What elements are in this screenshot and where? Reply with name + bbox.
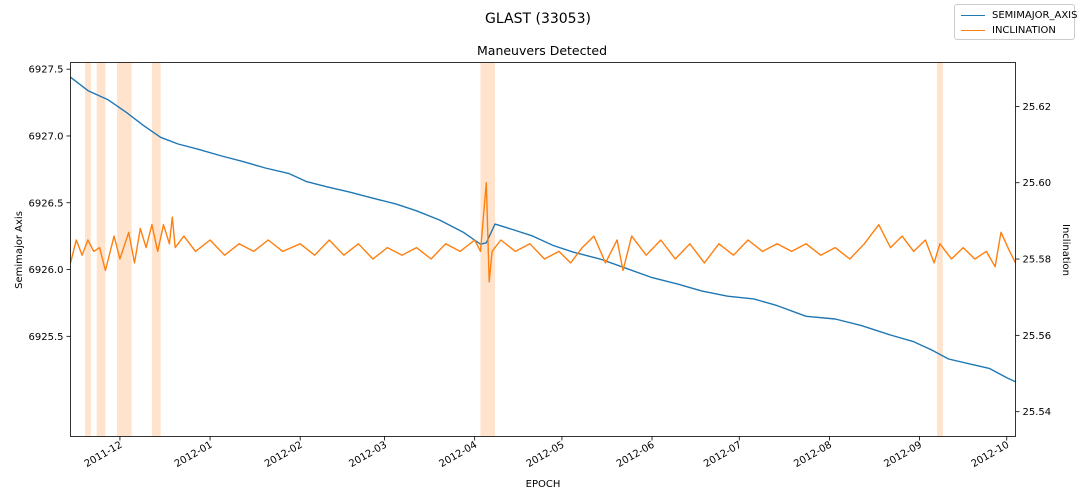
left-y-tick-label: 6927.5 bbox=[29, 65, 64, 76]
maneuver-window-4 bbox=[151, 62, 161, 437]
right-y-tick-label: 25.60 bbox=[1023, 178, 1052, 189]
x-tick-label: 2012-02 bbox=[263, 440, 305, 470]
x-tick-label: 2012-06 bbox=[615, 440, 657, 470]
maneuver-window-3 bbox=[117, 62, 132, 437]
maneuver-window-6 bbox=[936, 62, 943, 437]
series-line-inclination bbox=[69, 181, 1017, 283]
legend-swatch-inclination bbox=[961, 29, 985, 31]
x-tick-label: 2012-01 bbox=[173, 440, 215, 470]
legend-label-inclination: INCLINATION bbox=[992, 24, 1056, 36]
maneuver-window-2 bbox=[96, 62, 106, 437]
legend-entry-semimajor-axis: SEMIMAJOR_AXIS bbox=[961, 8, 1077, 22]
x-tick-label: 2012-10 bbox=[970, 440, 1012, 470]
x-tick-label: 2012-08 bbox=[792, 440, 834, 470]
x-axis-ticks: 2011-12 2012-01 2012-02 2012-03 2012-04 2012-… bbox=[83, 436, 1012, 470]
right-y-axis-ticks: 25.54 25.56 25.58 25.60 25.62 bbox=[1015, 102, 1052, 418]
legend-swatch-semimajor-axis bbox=[961, 14, 985, 16]
series-lines bbox=[69, 76, 1017, 383]
x-tick-label: 2011-12 bbox=[83, 440, 125, 470]
right-y-tick-label: 25.58 bbox=[1023, 255, 1052, 266]
left-y-axis-label: Semimajor Axis bbox=[14, 211, 25, 289]
x-tick-label: 2012-05 bbox=[525, 440, 567, 470]
right-y-axis-label: Inclination bbox=[1060, 224, 1071, 276]
left-y-tick-label: 6926.5 bbox=[29, 198, 64, 209]
maneuver-window-1 bbox=[85, 62, 91, 437]
chart-legend: SEMIMAJOR_AXIS INCLINATION bbox=[954, 4, 1077, 40]
left-y-tick-label: 6927.0 bbox=[29, 131, 64, 142]
left-y-tick-label: 6925.5 bbox=[29, 332, 64, 343]
maneuver-windows bbox=[85, 62, 943, 437]
chart-title: Maneuvers Detected bbox=[477, 43, 607, 58]
x-axis-label: EPOCH bbox=[526, 479, 561, 490]
right-y-tick-label: 25.56 bbox=[1023, 331, 1052, 342]
left-y-axis-ticks: 6925.5 6926.0 6926.5 6927.0 6927.5 bbox=[29, 65, 71, 343]
x-tick-label: 2012-03 bbox=[347, 440, 389, 470]
legend-label-semimajor-axis: SEMIMAJOR_AXIS bbox=[992, 9, 1078, 21]
figure-suptitle: GLAST (33053) bbox=[485, 11, 591, 27]
right-y-tick-label: 25.54 bbox=[1023, 407, 1052, 418]
left-y-tick-label: 6926.0 bbox=[29, 265, 64, 276]
plot-frame bbox=[70, 62, 1016, 437]
legend-entry-inclination: INCLINATION bbox=[961, 23, 1056, 37]
x-tick-label: 2012-07 bbox=[702, 440, 744, 470]
x-tick-label: 2012-04 bbox=[437, 440, 479, 470]
series-line-semimajor-axis bbox=[70, 76, 1016, 383]
right-y-tick-label: 25.62 bbox=[1023, 102, 1052, 113]
x-tick-label: 2012-09 bbox=[882, 440, 924, 470]
